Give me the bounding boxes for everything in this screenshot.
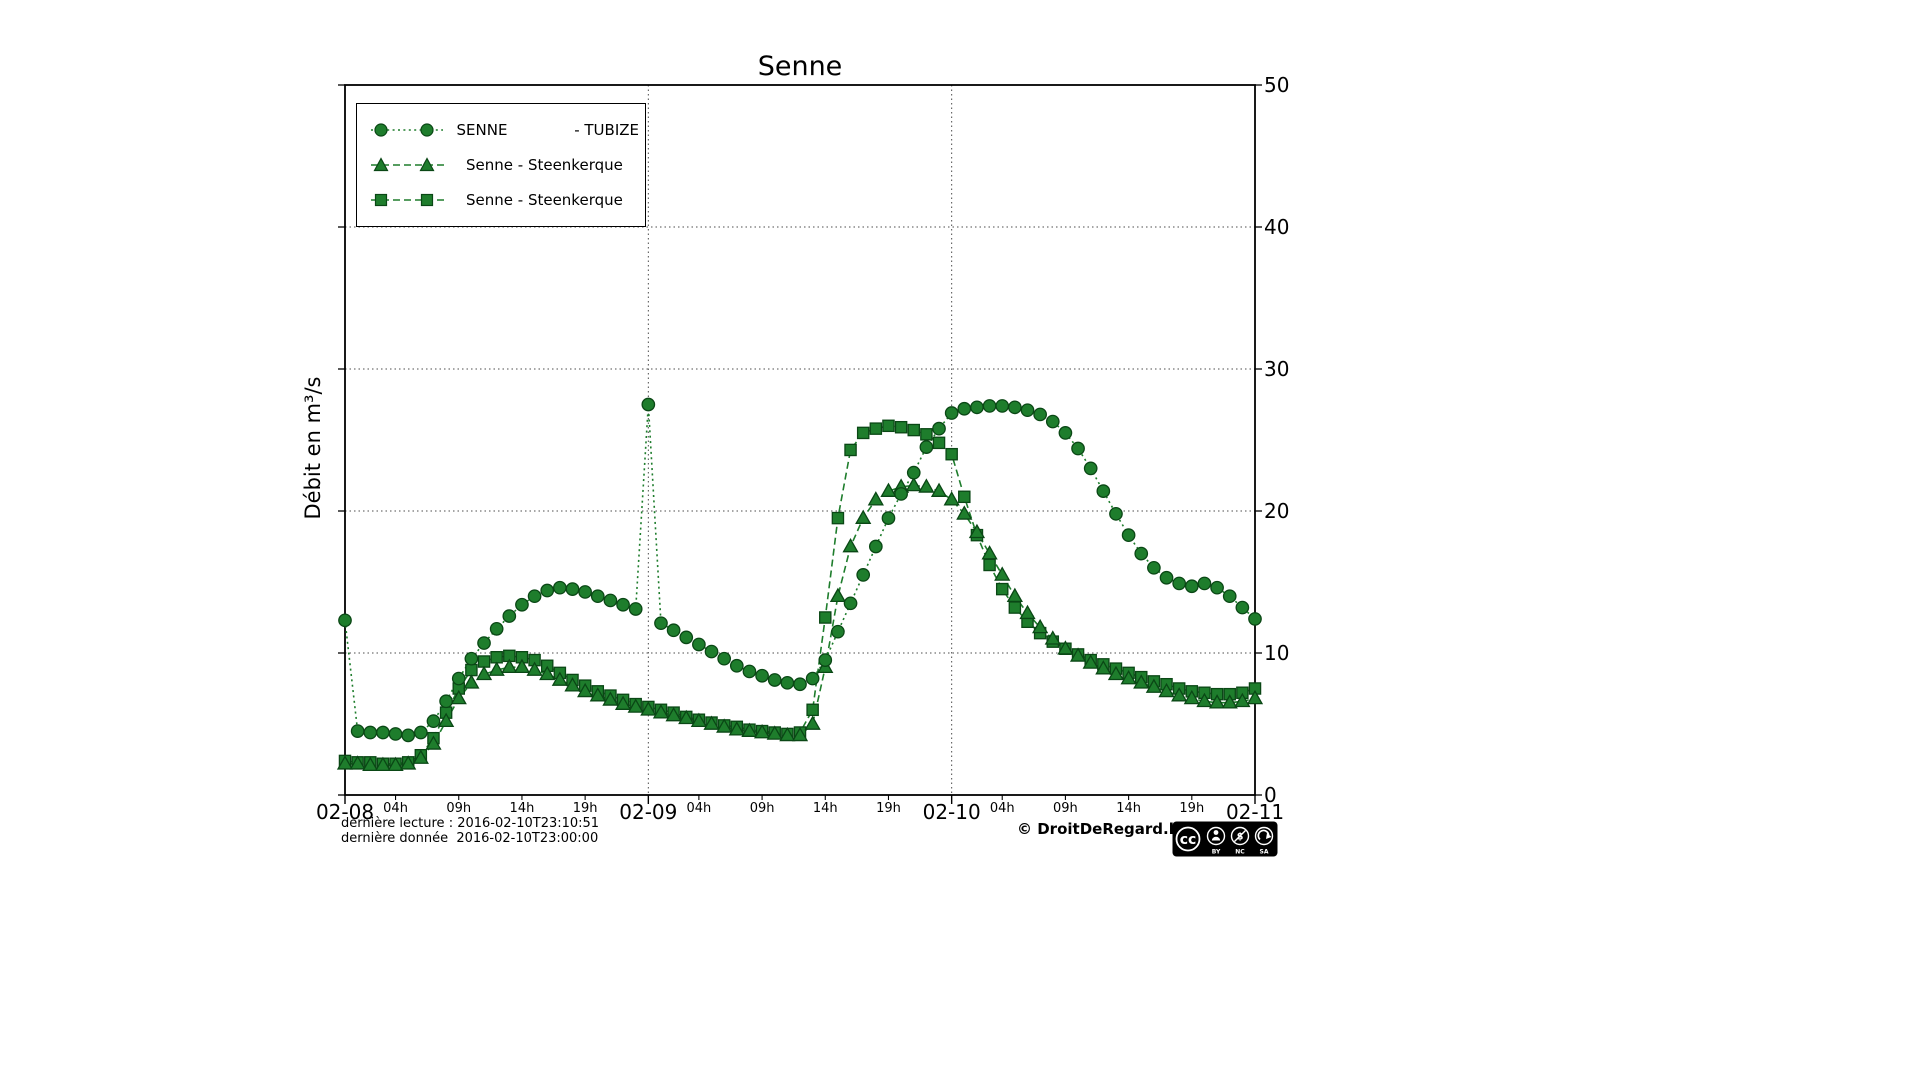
circle-marker-icon xyxy=(420,123,434,137)
last-reading-text: dernière lecture : 2016-02-10T23:10:51 xyxy=(341,816,600,831)
svg-text:SA: SA xyxy=(1260,849,1269,856)
cc-logo-icon xyxy=(1175,826,1201,852)
cc-by-icon: BY xyxy=(1206,826,1226,856)
legend-label-steenkerque-1: Senne - Steenkerque xyxy=(466,155,623,174)
svg-text:NC: NC xyxy=(1235,849,1245,856)
legend-label-tubize: SENNE - TUBIZE xyxy=(456,120,639,139)
cc-sa-icon: SA xyxy=(1254,826,1274,856)
cc-nc-icon: $ NC xyxy=(1230,826,1250,856)
square-marker-icon xyxy=(420,194,434,207)
svg-text:cc: cc xyxy=(1180,832,1197,848)
square-marker-icon xyxy=(374,194,388,207)
legend-entry-steenkerque-1: Senne - Steenkerque xyxy=(367,154,639,176)
svg-text:$: $ xyxy=(1237,832,1244,843)
last-data-text: dernière donnée 2016-02-10T23:00:00 xyxy=(341,831,599,846)
cc-license-badge[interactable]: cc BY $ NC SA xyxy=(1172,821,1278,857)
circle-marker-icon xyxy=(374,123,388,137)
triangle-marker-icon xyxy=(373,157,389,172)
cc-badge-graphic: cc BY $ NC SA xyxy=(1172,821,1278,857)
legend-label-steenkerque-2: Senne - Steenkerque xyxy=(466,191,623,210)
legend: SENNE - TUBIZE Senne - Steenkerque Senne… xyxy=(356,103,646,227)
legend-sample-square xyxy=(371,194,448,207)
legend-sample-triangle xyxy=(371,157,448,172)
legend-entry-steenkerque-2: Senne - Steenkerque xyxy=(367,189,639,211)
y-axis-label: Débit en m³/s xyxy=(301,376,325,520)
legend-entry-tubize: SENNE - TUBIZE xyxy=(367,119,639,141)
chart-title: Senne xyxy=(757,51,843,82)
triangle-marker-icon xyxy=(419,157,435,172)
copyright-text: © DroitDeRegard.be xyxy=(1017,820,1190,838)
svg-text:BY: BY xyxy=(1212,849,1221,856)
legend-sample-circle xyxy=(371,123,443,137)
